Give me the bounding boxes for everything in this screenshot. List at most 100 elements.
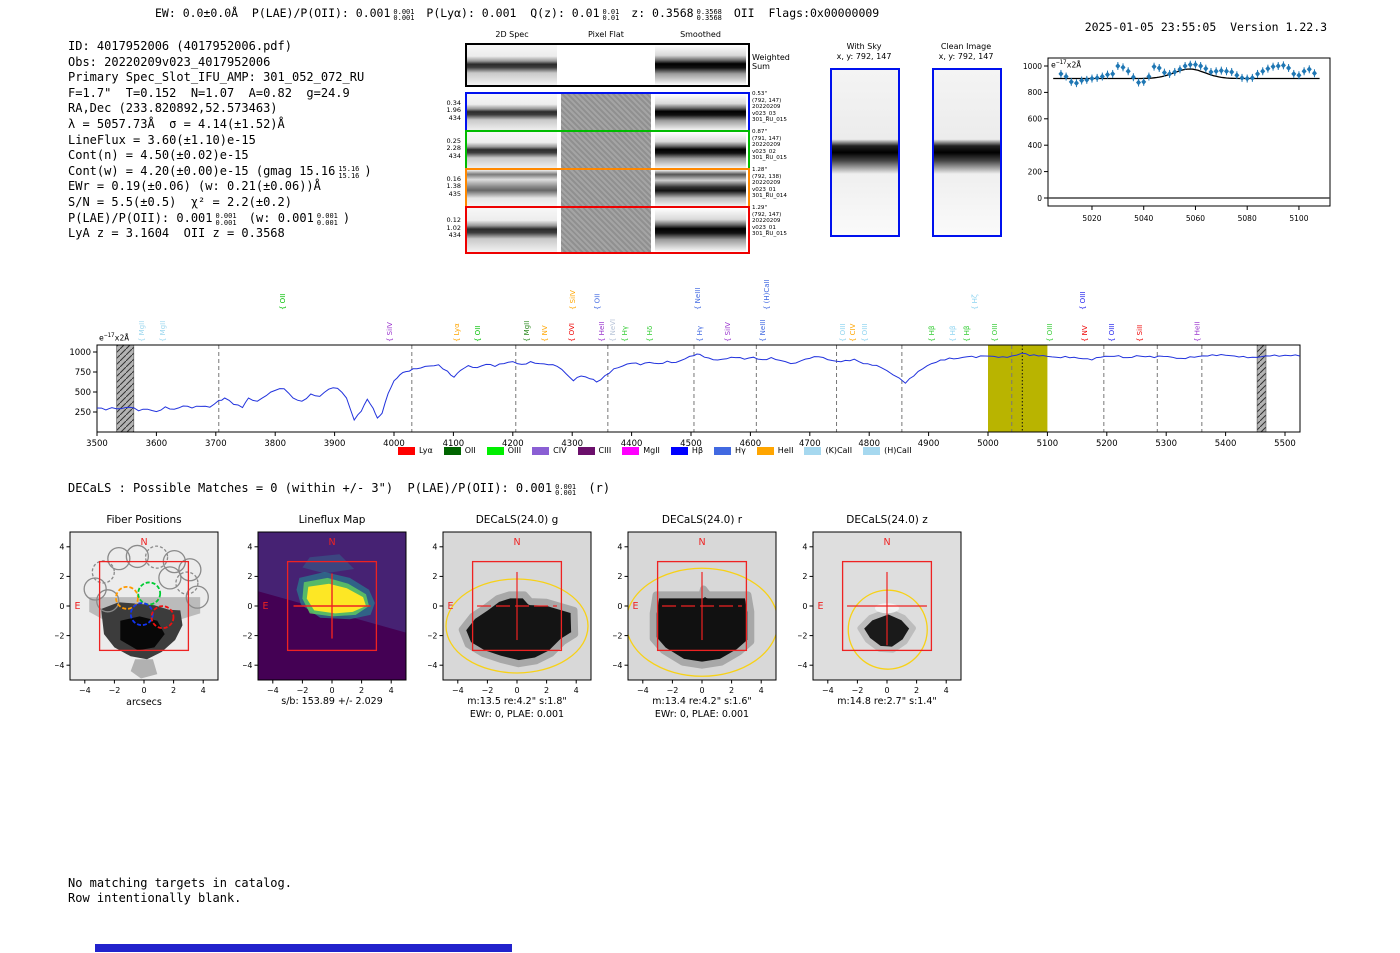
- data-point-diamond: [1296, 72, 1302, 79]
- fiber-circle-gray: [178, 558, 202, 582]
- line-label-oiii: { OIII: [839, 324, 847, 342]
- fiber-id-line: 301_RU_015: [752, 117, 787, 124]
- fiber-id-line: (792, 138): [752, 173, 782, 180]
- data-point-diamond: [1203, 65, 1209, 72]
- full-spectrum-chart: 3500 3600 3700 3800 3900 4000 4100 4200 4300 4400…: [69, 279, 1301, 449]
- panel-caption-0: s/b: 153.89 +/- 2.029: [281, 696, 382, 707]
- y-tick-label: −2: [243, 631, 253, 640]
- data-point-diamond: [1105, 71, 1111, 78]
- x-tick-label: 5000: [977, 439, 999, 449]
- y-tick-label: 0: [1037, 194, 1042, 203]
- x-tick-label: 4: [201, 686, 206, 695]
- fiber-weight-value: 434: [448, 231, 461, 240]
- y-tick-label: 2: [802, 572, 807, 581]
- units-suffix: x2Å: [1066, 60, 1082, 70]
- y-tick-label: 0: [247, 602, 252, 611]
- fraction-lower: 0.001: [316, 218, 338, 227]
- text-segment: DECaLS : Possible Matches = 0 (within +/…: [68, 481, 553, 495]
- line-label-nv: { NV: [1081, 325, 1089, 342]
- x-tick-label: 5100: [1289, 214, 1308, 223]
- data-point-diamond: [1079, 77, 1085, 84]
- x-tick-label: 3600: [146, 439, 168, 449]
- line-label-civ: { CIV: [849, 323, 857, 342]
- line-label-hcaii: { (H)CaII: [763, 279, 771, 310]
- fiber-id-line: 0.87": [752, 129, 768, 135]
- fraction-lower: 0.3568: [696, 14, 722, 22]
- extraction-box: [841, 560, 933, 652]
- pixel-flat-image: [561, 132, 651, 169]
- data-point-diamond: [1115, 63, 1121, 69]
- spectrum-line: [96, 352, 1300, 422]
- fraction-upper: 0.001: [215, 212, 237, 221]
- data-point-diamond: [1255, 70, 1261, 77]
- info-line-12: LyA z = 3.1604 OII z = 0.3568: [68, 226, 372, 242]
- data-point-diamond: [1265, 65, 1271, 72]
- fiber-circle-gray: [158, 566, 182, 590]
- text-segment: Primary Spec_Slot_IFU_AMP: 301_052_072_R…: [68, 70, 365, 85]
- y-tick-label: 500: [75, 388, 91, 398]
- data-point-diamond: [1280, 62, 1286, 69]
- panel-decals-24-0--r: DECaLS(24.0) r N E −4 −4 −2 −2 0 0 2 2 4 4 m:13.4 re:…: [613, 514, 777, 720]
- fraction-upper: 0.3568: [696, 7, 722, 16]
- x-tick-label: 5100: [1037, 439, 1059, 449]
- legend-label: CIV: [553, 446, 567, 455]
- fiber-weight-value: 434: [448, 151, 461, 160]
- line-label-h: { Hβ: [928, 326, 936, 342]
- header-metrics: EW: 0.0±0.0Å P(LAE)/P(OII): 0.001 0.001 0.…: [155, 6, 879, 22]
- y-tick-label: 0: [432, 602, 437, 611]
- legend-item-h: Hβ: [670, 446, 703, 455]
- compass-north: N: [883, 537, 890, 548]
- y-tick-label: −2: [428, 631, 438, 640]
- fraction-upper: 0.001: [316, 212, 338, 221]
- cutout-col-header: 2D Spec: [495, 30, 529, 39]
- y-tick-label: −4: [243, 661, 253, 670]
- compass-east: E: [262, 601, 268, 612]
- y-tick-label: 4: [432, 543, 437, 552]
- cutout-col-header: Pixel Flat: [588, 30, 624, 39]
- x-tick-label: 4500: [680, 439, 702, 449]
- data-point-diamond: [1260, 68, 1266, 75]
- x-tick-label: −2: [852, 686, 864, 695]
- sky-panel-title: With Sky x, y: 792, 147: [816, 42, 912, 62]
- x-tick-label: 3500: [86, 439, 108, 449]
- fiber-id-labels: 0.87" (791, 147) 20220209 v023_02 301_RU_015: [752, 129, 810, 162]
- weighted-sum-label: Weighted Sum: [752, 53, 790, 71]
- text-segment: LineFlux = 3.60(±1.10)e-15: [68, 132, 256, 147]
- panel-caption-0: m:13.5 re:4.2" s:1.8": [467, 696, 567, 707]
- aperture-ellipse: [628, 567, 776, 677]
- panel-fiber-positions: Fiber Positions N E −4 −4 −2 −2 0 0 2 2 4 4 arcsecs: [55, 514, 219, 708]
- legend-swatch: [670, 446, 688, 455]
- galaxy-blob: [458, 591, 579, 668]
- x-tick-label: 2: [544, 686, 549, 695]
- legend-item-oiii: OIII: [486, 446, 521, 455]
- units-exp: −17: [1055, 59, 1067, 66]
- units-base: e: [1051, 60, 1056, 70]
- line-fit-zoom-chart: 0 200 400 600 800 1000 5020 5040 5060 5080 5100: [1023, 57, 1331, 223]
- legend-swatch: [714, 446, 732, 455]
- y-tick-label: 250: [75, 408, 91, 418]
- x-tick-label: 4: [759, 686, 764, 695]
- panel-title: Lineflux Map: [299, 514, 366, 526]
- line-label-oiii: { OIII: [991, 324, 999, 342]
- y-tick-label: 400: [1028, 141, 1043, 150]
- x-tick-label: 5040: [1134, 214, 1153, 223]
- y-tick-label: 0: [59, 602, 64, 611]
- zoom-plot-units-label: e−17x2Å: [1051, 59, 1081, 70]
- x-tick-label: −4: [267, 686, 279, 695]
- line-label-neiii: { NeIII: [759, 320, 767, 342]
- legend-swatch: [398, 446, 415, 455]
- data-point-diamond: [1224, 68, 1230, 75]
- fiber-id-line: v023_02: [752, 148, 776, 155]
- data-point-diamond: [1239, 74, 1245, 81]
- report-version: Version 1.22.3: [1230, 20, 1328, 34]
- x-tick-label: 4200: [502, 439, 524, 449]
- fraction-lower: 0.001: [393, 14, 415, 22]
- data-point-diamond: [1172, 68, 1178, 75]
- fiber-id-line: 301_RU_014: [752, 193, 787, 200]
- fraction-upper: 0.001: [555, 482, 577, 491]
- fiber-id-labels: 1.28" (792, 138) 20220209 v023_01 301_RU_014: [752, 167, 810, 200]
- x-tick-label: 4: [944, 686, 949, 695]
- panel-lineflux-map: Lineflux Map N E −4 −4 −2 −2 0 0 2 2 4 4 s/b: 153.89 …: [243, 514, 407, 707]
- header-datetime-version: 2025-01-05 23:55:05 Version 1.22.3: [1057, 6, 1327, 48]
